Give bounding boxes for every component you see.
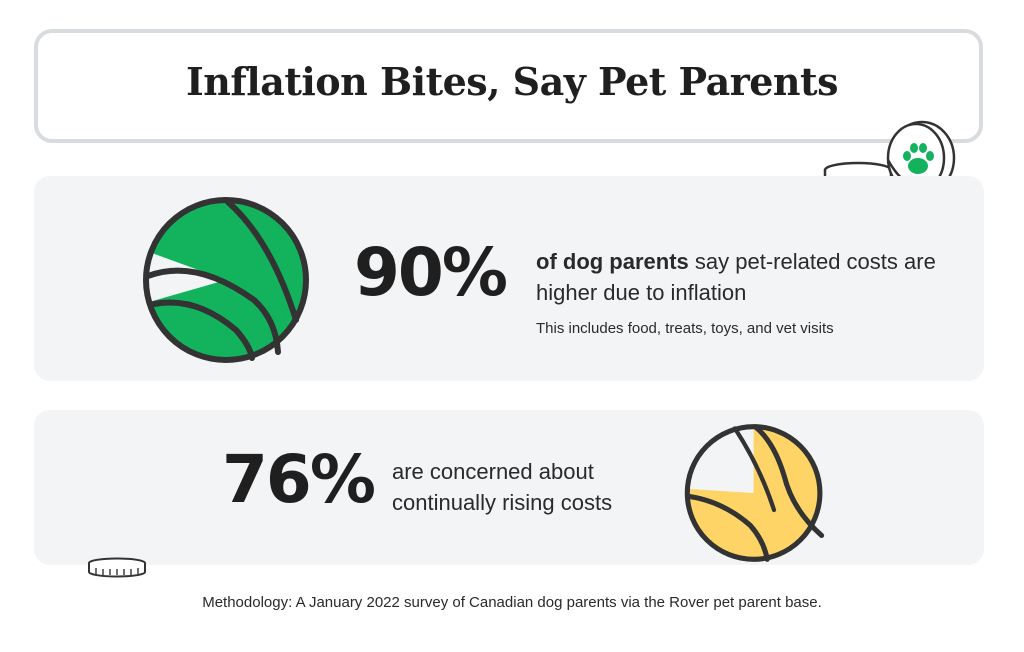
tennis-ball-pie-90 [143, 197, 309, 363]
methodology-note: Methodology: A January 2022 survey of Ca… [202, 594, 822, 611]
tennis-ball-pie-76 [684, 424, 825, 562]
page-title: Inflation Bites, Say Pet Parents [186, 59, 838, 104]
stat-value-90: 90% [354, 234, 508, 311]
stat-description-2-line1: are concerned about [392, 459, 594, 484]
stat-description-2-line2: continually rising costs [392, 490, 613, 515]
stat-description-2: are concerned about continually rising c… [392, 456, 692, 518]
stat-note-1: This includes food, treats, toys, and ve… [536, 320, 834, 337]
stat-description-1-rest: say pet-related costs are higher due to … [536, 249, 936, 305]
stat-description-1: of dog parents say pet-related costs are… [536, 246, 956, 308]
stat-value-76: 76% [222, 441, 376, 518]
coin-icon [88, 557, 146, 578]
title-box [34, 29, 983, 143]
pie-slice-76 [687, 426, 820, 560]
stat-panel-2 [34, 410, 984, 565]
stat-description-1-bold: of dog parents [536, 249, 689, 274]
